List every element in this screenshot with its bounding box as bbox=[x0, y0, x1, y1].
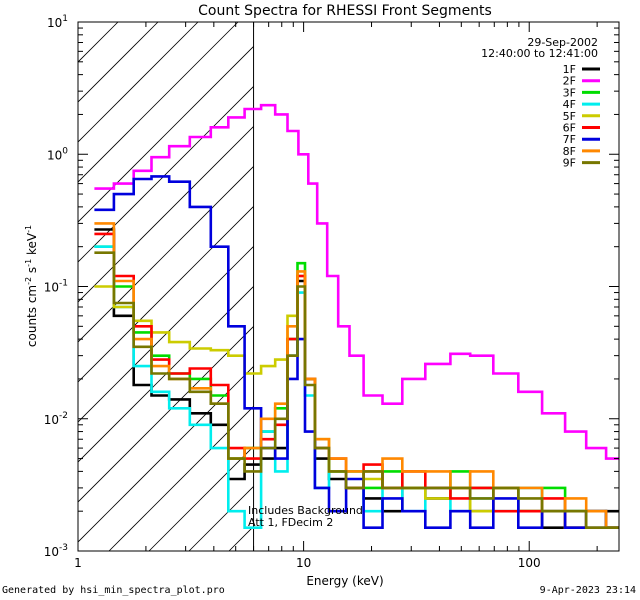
hatch-line bbox=[78, 325, 254, 503]
x-axis-label: Energy (keV) bbox=[306, 574, 383, 588]
svg-text:counts cm-2 s-1 keV-1: counts cm-2 s-1 keV-1 bbox=[24, 225, 39, 347]
legend-label: 3F bbox=[563, 86, 576, 99]
hatch-line bbox=[78, 245, 254, 423]
hatch-line bbox=[78, 85, 254, 263]
legend-label: 5F bbox=[563, 110, 576, 123]
x-tick-label: 1 bbox=[74, 556, 82, 570]
date-label: 29-Sep-2002 bbox=[527, 36, 598, 49]
legend-label: 1F bbox=[563, 63, 576, 76]
footer-generator-text: Generated by hsi_min_spectra_plot.pro bbox=[2, 585, 225, 596]
axes-layer: 1 10 100 10-3 10-2 10-1 100 101 bbox=[44, 14, 619, 570]
legend-label: 6F bbox=[563, 122, 576, 135]
legend-label: 9F bbox=[563, 157, 576, 170]
hatch-line bbox=[78, 22, 199, 143]
footer-timestamp: 9-Apr-2023 23:14 bbox=[539, 585, 636, 596]
series-9f bbox=[94, 251, 619, 529]
y-tick-label: 10-2 bbox=[44, 411, 68, 427]
annotation-background: Includes Background bbox=[248, 504, 363, 517]
series-layer bbox=[94, 103, 619, 529]
legend-label: 7F bbox=[563, 133, 576, 146]
hatch-line bbox=[108, 405, 254, 551]
legend-label: 2F bbox=[563, 75, 576, 88]
series-7f bbox=[94, 175, 619, 529]
y-tick-label: 10-3 bbox=[44, 543, 68, 559]
series-2f bbox=[94, 103, 619, 460]
legend-label: 4F bbox=[563, 98, 576, 111]
x-tick-label: 10 bbox=[296, 556, 311, 570]
hatch-line bbox=[148, 445, 254, 551]
hatch-line bbox=[78, 365, 254, 543]
hatch-line bbox=[78, 45, 254, 223]
annotation-attenuator: Att 1, FDecim 2 bbox=[248, 516, 333, 529]
chart-title: Count Spectra for RHESSI Front Segments bbox=[198, 3, 492, 19]
hatch-line bbox=[78, 22, 239, 183]
y-tick-label: 100 bbox=[47, 146, 68, 162]
y-tick-label: 101 bbox=[47, 14, 68, 30]
hatch-line bbox=[78, 125, 254, 303]
time-range-label: 12:40:00 to 12:41:00 bbox=[481, 47, 598, 60]
hatch-line bbox=[78, 205, 254, 383]
y-tick-label: 10-1 bbox=[44, 279, 68, 295]
x-tick-label: 100 bbox=[518, 556, 541, 570]
y-axis-label: counts cm-2 s-1 keV-1 bbox=[24, 225, 39, 347]
legend-label: 8F bbox=[563, 145, 576, 158]
